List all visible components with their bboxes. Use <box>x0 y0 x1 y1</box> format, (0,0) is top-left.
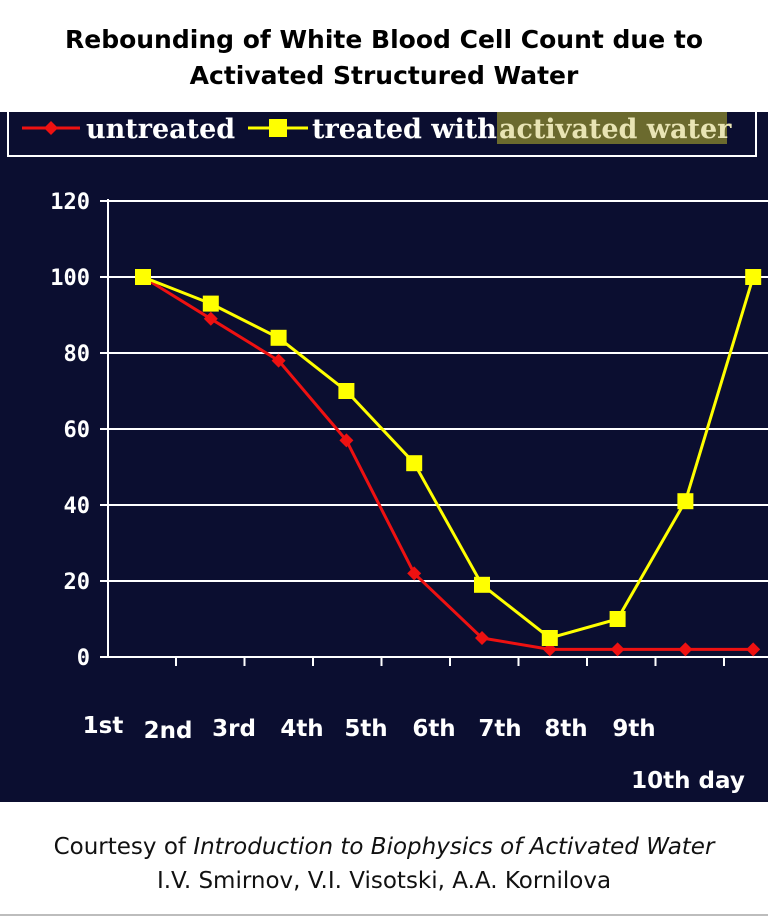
x-tick-label-5: 5th <box>344 716 387 742</box>
x-tick-label-1: 1st <box>83 713 124 739</box>
line-chart: untreated treated with activated water 0… <box>7 112 768 794</box>
point-treated-1 <box>135 269 151 285</box>
legend-label-treated: treated with <box>312 114 497 145</box>
point-treated-7 <box>541 630 558 646</box>
credit-authors: I.V. Smirnov, V.I. Visotski, A.A. Kornil… <box>156 868 612 894</box>
chart-title-line-2: Activated Structured Water <box>189 61 579 90</box>
x-tick-label-2: 2nd <box>144 718 193 744</box>
grid <box>108 200 768 582</box>
chart-title: Rebounding of White Blood Cell Count due… <box>0 22 768 94</box>
axes <box>100 199 768 666</box>
x-tick-label-9: 9th <box>612 716 655 742</box>
point-untreated-2 <box>203 311 218 326</box>
point-treated-3 <box>270 329 287 346</box>
y-tick-label-40: 40 <box>64 494 91 519</box>
chart-title-line-1: Rebounding of White Blood Cell Count due… <box>64 25 703 54</box>
point-treated-9 <box>677 493 694 510</box>
point-untreated-9 <box>678 642 693 657</box>
tick-labels: 0 20 40 60 80 100 120 1st 2nd 3rd 4th 5th 6th 7th 8th 9… <box>50 190 745 794</box>
series-treated <box>135 269 762 646</box>
x-tick-label-3: 3rd <box>212 716 256 742</box>
point-untreated-10 <box>746 642 761 657</box>
series <box>135 269 762 657</box>
credit-book-title: Introduction to Biophysics of Activated … <box>193 834 715 860</box>
legend-box <box>7 112 757 157</box>
y-tick-label-80: 80 <box>64 342 91 367</box>
series-line-untreated <box>142 275 754 651</box>
point-untreated-8 <box>610 642 625 657</box>
credit-prefix: Courtesy of <box>53 834 194 860</box>
y-tick-label-20: 20 <box>64 570 91 595</box>
point-treated-5 <box>406 455 423 472</box>
point-untreated-4 <box>339 433 354 448</box>
x-tick-label-8: 8th <box>544 716 587 742</box>
point-untreated-6 <box>475 631 489 645</box>
point-treated-6 <box>474 576 490 593</box>
point-treated-8 <box>609 611 626 627</box>
credit-line-1: Courtesy of Introduction to Biophysics o… <box>0 830 768 864</box>
x-tick-label-4: 4th <box>280 716 323 742</box>
legend-marker-untreated <box>44 121 58 135</box>
bottom-divider <box>0 914 768 916</box>
series-line-treated <box>142 275 755 640</box>
point-treated-10 <box>745 269 762 285</box>
point-untreated-3 <box>271 353 286 368</box>
credit: Courtesy of Introduction to Biophysics o… <box>0 830 768 898</box>
y-tick-label-0: 0 <box>77 646 90 671</box>
y-tick-label-60: 60 <box>64 418 91 443</box>
point-untreated-5 <box>407 566 422 581</box>
chart-panel: untreated treated with activated water 0… <box>0 112 768 802</box>
legend-highlight-box <box>497 112 727 144</box>
series-untreated <box>136 270 761 657</box>
legend-label-treated-highlight: activated water <box>499 114 732 145</box>
point-treated-4 <box>338 383 355 399</box>
x-tick-label-6: 6th <box>412 716 455 742</box>
point-treated-2 <box>202 295 219 312</box>
legend-marker-treated <box>269 119 287 137</box>
y-tick-label-100: 100 <box>50 266 90 291</box>
x-tick-label-10: 10th day <box>631 768 745 794</box>
y-tick-label-120: 120 <box>50 190 90 215</box>
x-tick-label-7: 7th <box>478 716 521 742</box>
legend-label-untreated: untreated <box>86 114 235 145</box>
legend: untreated treated with activated water <box>7 112 757 157</box>
